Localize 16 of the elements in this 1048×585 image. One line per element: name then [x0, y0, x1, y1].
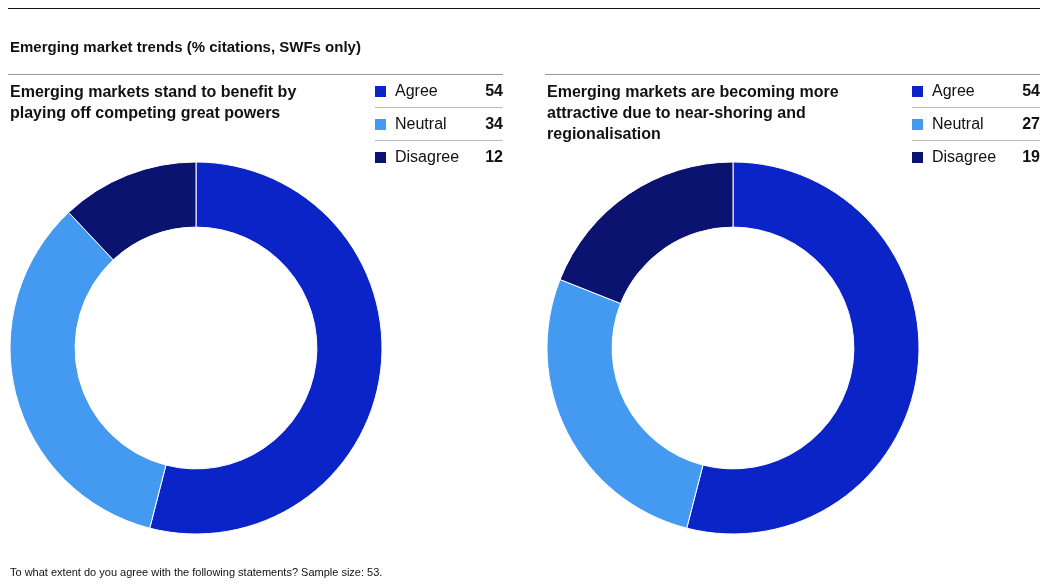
legend-label: Neutral — [395, 115, 448, 133]
legend-label: Agree — [395, 82, 439, 100]
legend-label: Neutral — [932, 115, 985, 133]
data-label: 27 — [1022, 115, 1040, 133]
data-label: 19 — [1022, 148, 1040, 166]
legend-label: Disagree — [395, 148, 461, 166]
data-label: 34 — [485, 115, 503, 133]
data-label: 54 — [485, 82, 503, 100]
legend-label: Agree — [932, 82, 976, 100]
text: Emerging markets are becoming more attractive due to near-shoring and regionalisation — [547, 82, 840, 144]
text: Emerging market trends (% citations, SWFs only) — [10, 38, 361, 55]
legend-label: Disagree — [932, 148, 998, 166]
text: Emerging markets stand to benefit by playing off competing great powers — [10, 82, 298, 123]
data-label: 54 — [1022, 82, 1040, 100]
text: To what extent do you agree with the following statements? Sample size: 53. — [10, 566, 383, 578]
data-label: 12 — [485, 148, 503, 166]
